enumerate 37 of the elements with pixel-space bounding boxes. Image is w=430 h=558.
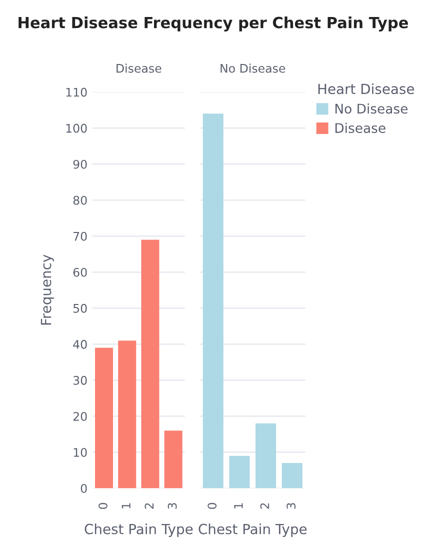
- legend-label: Disease: [335, 122, 386, 134]
- y-tick-label: 100: [66, 124, 87, 133]
- y-tick-label: 110: [66, 88, 87, 97]
- x-tick-label: 0: [98, 502, 108, 509]
- y-tick-label: 80: [73, 196, 87, 205]
- bar: [141, 240, 160, 488]
- chart-subtitle: No Disease: [220, 64, 286, 73]
- x-tick-label: 3: [286, 503, 296, 509]
- x-tick-label: 2: [144, 503, 154, 509]
- y-tick-label: 20: [73, 412, 87, 421]
- y-tick-label: 10: [74, 448, 87, 457]
- x-axis-title: Chest Pain Type: [84, 524, 193, 537]
- bar: [256, 423, 276, 488]
- legend-title: Heart Disease: [318, 83, 414, 94]
- y-tick-label: 60: [73, 268, 87, 277]
- x-tick-label: 1: [122, 503, 130, 508]
- y-tick-label: 30: [73, 376, 87, 385]
- y-tick-label: 40: [73, 340, 87, 349]
- bar: [229, 456, 250, 488]
- bar: [118, 340, 136, 488]
- chart-subtitle: Disease: [116, 64, 162, 73]
- y-axis-title: Frequency: [40, 254, 54, 325]
- x-axis-title: Chest Pain Type: [198, 524, 307, 537]
- x-tick-label: 0: [208, 502, 217, 509]
- x-tick-label: 2: [260, 503, 270, 509]
- y-tick-label: 90: [73, 160, 87, 169]
- y-tick-label: 50: [73, 304, 87, 313]
- chart-title: Heart Disease Frequency per Chest Pain Type: [18, 16, 408, 32]
- bar: [164, 430, 182, 488]
- bar: [282, 463, 302, 488]
- y-tick-label: 70: [74, 232, 87, 241]
- bar: [202, 114, 224, 488]
- y-tick-label: 0: [80, 484, 87, 493]
- legend-label: No Disease: [335, 103, 408, 114]
- x-tick-label: 1: [234, 503, 243, 508]
- bar: [94, 348, 114, 488]
- x-tick-label: 3: [168, 503, 177, 509]
